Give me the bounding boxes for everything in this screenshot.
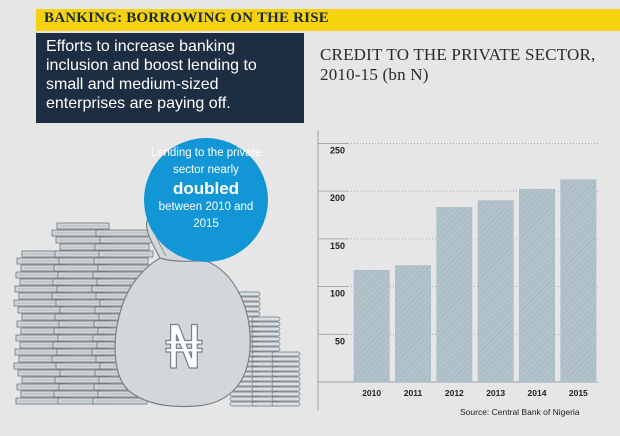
- bar-2015: [560, 179, 597, 383]
- x-tick-label: 2011: [404, 388, 423, 398]
- x-tick-label: 2013: [486, 388, 505, 398]
- x-tick-label: 2015: [569, 388, 588, 398]
- coin: [271, 371, 301, 377]
- x-tick-label: 2014: [528, 388, 547, 398]
- coin: [271, 361, 301, 367]
- bar-2012: [436, 207, 473, 383]
- money-illustration: ₦: [13, 213, 301, 408]
- y-tick-label: 200: [330, 193, 345, 203]
- x-tick-label: 2010: [362, 388, 381, 398]
- coin: [271, 391, 301, 397]
- intro-box: [36, 33, 304, 123]
- header-title: BANKING: BORROWING ON THE RISE: [44, 10, 329, 26]
- callout-emphasis: doubled: [172, 179, 240, 198]
- coin: [251, 321, 281, 327]
- y-tick-label: 50: [335, 336, 345, 346]
- y-tick-label: 150: [330, 241, 345, 251]
- bar-2010: [353, 270, 390, 383]
- naira-symbol: ₦: [165, 313, 203, 383]
- header-band: [36, 9, 620, 31]
- coin: [271, 396, 301, 402]
- y-tick-label: 250: [330, 145, 345, 155]
- coin: [251, 336, 281, 342]
- bar-chart: 50 100 150 200 250 2010 2011 2012 2013 2014 2015: [317, 130, 600, 410]
- coin: [251, 326, 281, 332]
- callout-line1: Lending to the private sector nearly: [150, 147, 262, 176]
- coin: [271, 386, 301, 392]
- callout-line2: between 2010 and 2015: [158, 201, 254, 230]
- coin: [251, 316, 281, 322]
- coin: [271, 401, 301, 407]
- bar-2011: [395, 265, 431, 383]
- coin: [251, 341, 281, 347]
- y-tick-label: 100: [330, 289, 345, 299]
- source-note: Source: Central Bank of Nigeria: [460, 407, 580, 417]
- bar-2013: [477, 200, 514, 383]
- bar-2014: [519, 189, 555, 383]
- chart-title: CREDIT TO THE PRIVATE SECTOR, 2010-15 (b…: [320, 45, 596, 84]
- callout-text: Lending to the private sector nearly dou…: [150, 145, 262, 233]
- x-tick-label: 2012: [445, 388, 464, 398]
- coin: [271, 376, 301, 382]
- coin: [271, 351, 301, 357]
- coin: [271, 356, 301, 362]
- coin: [251, 331, 281, 337]
- coin: [271, 366, 301, 372]
- intro-text: Efforts to increase banking inclusion an…: [46, 38, 257, 112]
- callout-bubble: [144, 138, 268, 262]
- coin: [271, 381, 301, 387]
- money-bag-icon: ₦: [114, 213, 251, 408]
- coin: [251, 346, 281, 352]
